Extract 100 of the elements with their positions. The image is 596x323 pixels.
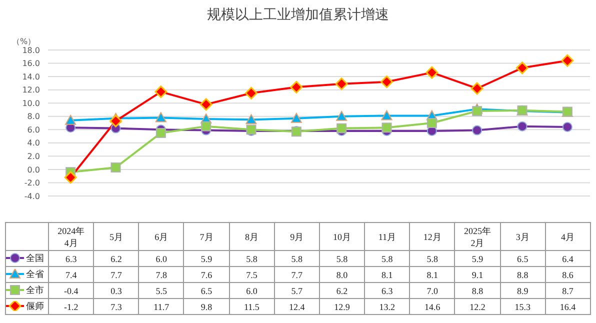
data-label: 6.3: [48, 250, 94, 266]
x-tick-label: 3月: [514, 230, 530, 242]
y-tick-label: 14.0: [22, 72, 40, 82]
point: [335, 78, 348, 90]
data-label: 6.0: [138, 250, 184, 266]
point: [201, 121, 212, 132]
legend-label: 全国: [6, 250, 48, 266]
x-tick-label: 4月: [560, 230, 576, 242]
point: [246, 114, 257, 124]
data-label: -1.2: [48, 298, 94, 314]
data-label: 12.4: [274, 298, 320, 314]
point: [154, 86, 168, 98]
data-label: 16.4: [545, 298, 590, 314]
data-label: 8.8: [500, 266, 546, 282]
data-label: 6.2: [319, 282, 365, 298]
data-label: 9.1: [454, 266, 500, 282]
point: [426, 66, 438, 79]
data-label: 6.2: [94, 250, 139, 266]
point: [290, 80, 303, 94]
data-label: 7.7: [94, 266, 139, 282]
data-label: 5.7: [274, 282, 320, 298]
data-label: 5.8: [274, 250, 320, 266]
data-label: 11.5: [229, 298, 274, 314]
point: [516, 62, 528, 74]
data-label: 8.1: [410, 266, 455, 282]
data-label: 6.5: [184, 282, 230, 298]
chart-title: 规模以上工业增加值累计增速: [206, 6, 390, 24]
legend-label: 全省: [6, 266, 48, 282]
point: [110, 114, 122, 128]
point: [245, 86, 258, 100]
x-tick-label: 2025年 2月: [455, 224, 500, 248]
y-tick-label: 2.0: [27, 152, 40, 162]
data-label: 13.2: [364, 298, 410, 314]
y-tick-label: -2.0: [24, 178, 40, 188]
data-label: 5.8: [410, 250, 455, 266]
x-tick-label: 6月: [154, 230, 170, 242]
data-label: 12.9: [319, 298, 365, 314]
point: [110, 162, 121, 172]
data-label: 15.3: [500, 298, 546, 314]
point: [472, 125, 482, 136]
y-tick-label: 6.0: [27, 125, 40, 134]
point: [382, 122, 392, 133]
point: [426, 118, 437, 128]
data-label: 14.6: [410, 298, 455, 314]
point: [64, 171, 77, 184]
data-label: 8.1: [364, 266, 410, 282]
data-label: 6.3: [364, 282, 410, 298]
data-label: 6.4: [545, 250, 590, 266]
x-tick-label: 8月: [244, 230, 260, 242]
data-label: 9.8: [184, 298, 230, 314]
y-tick-label: 10.0: [22, 98, 40, 108]
data-label: 6.5: [500, 250, 546, 266]
data-label: 11.7: [138, 298, 184, 314]
data-label: 12.2: [454, 298, 500, 314]
point: [336, 110, 348, 121]
x-tick-label: 12月: [422, 230, 442, 242]
data-label: 5.8: [319, 250, 365, 266]
point: [561, 54, 574, 67]
y-tick-label: 18.0: [22, 46, 40, 55]
data-label: 7.3: [94, 298, 139, 314]
data-label: 8.6: [545, 266, 590, 282]
point: [200, 98, 212, 111]
x-tick-label: 5月: [108, 230, 124, 242]
x-tick-label: 2024年 4月: [49, 224, 94, 248]
point: [290, 112, 302, 123]
x-tick-label: 10月: [332, 230, 352, 242]
data-label: 5.5: [138, 282, 184, 298]
x-tick-label: 9月: [289, 230, 305, 242]
point: [65, 114, 76, 125]
point: [562, 122, 572, 132]
x-tick-label: 7月: [198, 230, 214, 242]
data-label: 5.8: [364, 250, 410, 266]
y-tick-label: -4.0: [24, 192, 40, 201]
data-label: 8.8: [454, 282, 500, 298]
y-tick-label: 8.0: [27, 112, 40, 122]
data-label: -0.4: [48, 282, 94, 298]
y-tick-label: 12.0: [22, 86, 40, 95]
data-label: 5.9: [184, 250, 230, 266]
legend-label: 全市: [6, 282, 48, 298]
legend-label: 偃师: [6, 298, 48, 314]
data-label: 7.7: [274, 266, 320, 282]
data-label: 7.0: [410, 282, 455, 298]
y-tick-label: 16.0: [22, 59, 40, 68]
point: [156, 128, 166, 138]
point: [381, 110, 392, 120]
data-label: 7.4: [48, 266, 94, 282]
data-label: 7.5: [229, 266, 274, 282]
y-axis-title: （%）: [12, 36, 36, 47]
data-label: 0.3: [94, 282, 139, 298]
data-label: 5.9: [454, 250, 500, 266]
data-label: 5.8: [229, 250, 274, 266]
data-label: 8.0: [319, 266, 365, 282]
y-tick-label: 4.0: [27, 138, 40, 148]
data-label: 7.6: [184, 266, 230, 282]
point: [470, 82, 484, 95]
data-label: 7.8: [138, 266, 184, 282]
data-label: 6.0: [229, 282, 274, 298]
data-label: 8.9: [500, 282, 546, 298]
x-tick-label: 11月: [377, 230, 397, 242]
point: [517, 121, 528, 132]
